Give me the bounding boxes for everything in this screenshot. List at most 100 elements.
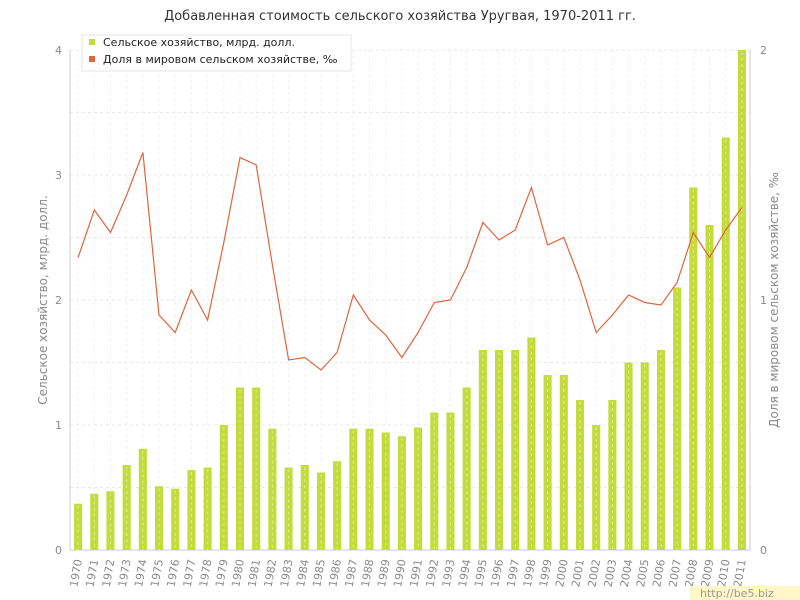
x-tick-label: 1990: [391, 558, 409, 588]
y-tick-label-right: 2: [760, 44, 767, 57]
bar: [397, 436, 406, 550]
bar: [575, 400, 585, 550]
y-tick-label-left: 3: [55, 169, 62, 182]
bar: [235, 387, 245, 550]
x-tick-label: 1988: [359, 558, 377, 588]
bar: [721, 137, 730, 550]
x-tick-label: 1982: [262, 558, 280, 588]
x-tick-label: 1980: [229, 558, 247, 588]
bar: [365, 428, 374, 550]
legend-label-bars: Сельское хозяйство, млрд. долл.: [103, 36, 295, 49]
watermark: http://be5.biz: [690, 586, 800, 600]
x-tick-label: 1999: [537, 558, 555, 588]
legend-swatch-bars: [89, 39, 95, 45]
x-tick-label: 2000: [553, 558, 571, 588]
y-tick-label-left: 0: [55, 544, 62, 557]
x-tick-label: 2006: [650, 558, 668, 588]
legend-box: [81, 34, 352, 72]
bar: [462, 387, 471, 550]
bar: [171, 488, 180, 550]
watermark-box: [690, 586, 800, 600]
bar: [737, 50, 746, 550]
bar: [656, 350, 665, 550]
x-tick-label: 1970: [67, 558, 85, 588]
x-tick-label: 1974: [132, 558, 150, 588]
series-line: [77, 152, 743, 371]
bar: [284, 467, 293, 550]
bar: [543, 375, 552, 550]
bar: [252, 387, 261, 550]
x-tick-label: 1994: [456, 558, 474, 588]
bar: [349, 428, 358, 550]
x-tick-label: 2008: [683, 558, 701, 588]
x-tick-label: 1997: [505, 558, 523, 588]
x-tick-label: 2011: [731, 558, 749, 588]
bar: [155, 486, 164, 550]
bar: [203, 467, 212, 550]
bar: [673, 287, 682, 550]
x-tick-label: 1991: [407, 558, 425, 588]
bar: [414, 427, 423, 550]
axes: Сельское хозяйство, млрд. долл. Доля в м…: [36, 44, 781, 557]
bar: [495, 350, 504, 550]
x-tick-label: 2010: [715, 558, 733, 588]
bar: [187, 470, 196, 550]
bar: [219, 425, 228, 550]
x-tick-label: 1972: [100, 558, 118, 588]
bar: [705, 225, 714, 550]
bar: [74, 503, 83, 550]
bar: [624, 362, 633, 550]
chart-title: Добавленная стоимость сельского хозяйств…: [164, 9, 636, 24]
x-tick-label: 1976: [165, 558, 183, 588]
bar: [90, 493, 99, 550]
y-axis-title-right: Доля в мировом сельском хозяйстве, ‰: [767, 172, 781, 428]
x-tick-label: 1986: [326, 558, 344, 588]
bar: [559, 375, 568, 550]
bar: [446, 412, 455, 550]
x-tick-label: 1977: [181, 558, 199, 588]
bar: [300, 465, 309, 550]
y-axis-title-left: Сельское хозяйство, млрд. долл.: [36, 195, 50, 404]
bar: [138, 448, 147, 550]
y-tick-label-left: 1: [55, 419, 62, 432]
x-tick-label: 1981: [245, 558, 263, 588]
bar: [268, 428, 277, 550]
bar: [689, 187, 698, 550]
line-series: [77, 152, 743, 371]
legend-swatch-line: [89, 56, 95, 62]
x-tick-label: 2005: [634, 558, 652, 588]
x-tick-label: 1983: [278, 558, 296, 588]
y-tick-label-left: 2: [55, 294, 62, 307]
bar: [316, 472, 325, 550]
legend: Сельское хозяйство, млрд. долл. Доля в м…: [81, 34, 352, 72]
y-tick-label-right: 1: [760, 294, 767, 307]
bar: [592, 425, 601, 550]
bar: [381, 432, 390, 550]
x-tick-label: 1992: [424, 558, 442, 588]
bar: [333, 461, 342, 550]
bar: [106, 491, 115, 550]
watermark-text: http://be5.biz: [700, 587, 774, 600]
x-tick-label: 1975: [148, 558, 166, 588]
x-tick-label: 1989: [375, 558, 393, 588]
x-tick-label: 2001: [569, 558, 587, 588]
bar: [430, 412, 439, 550]
legend-label-line: Доля в мировом сельском хозяйстве, ‰: [103, 53, 338, 66]
y-tick-label-left: 4: [55, 44, 62, 57]
x-tick-label: 1978: [197, 558, 215, 588]
bar-series: [74, 50, 746, 550]
x-tick-label: 2004: [618, 558, 636, 588]
bar: [608, 400, 617, 550]
x-tick-label: 1995: [472, 558, 490, 588]
x-tick-label: 1998: [521, 558, 539, 588]
x-tick-label: 2003: [602, 558, 620, 588]
x-tick-label: 1985: [310, 558, 328, 588]
bar: [511, 350, 520, 550]
x-tick-label: 2002: [585, 558, 603, 588]
x-tick-label: 1984: [294, 558, 312, 588]
x-tick-label: 1971: [84, 558, 102, 588]
x-tick-label: 1979: [213, 558, 231, 588]
bar: [527, 337, 536, 550]
y-tick-label-right: 0: [760, 544, 767, 557]
